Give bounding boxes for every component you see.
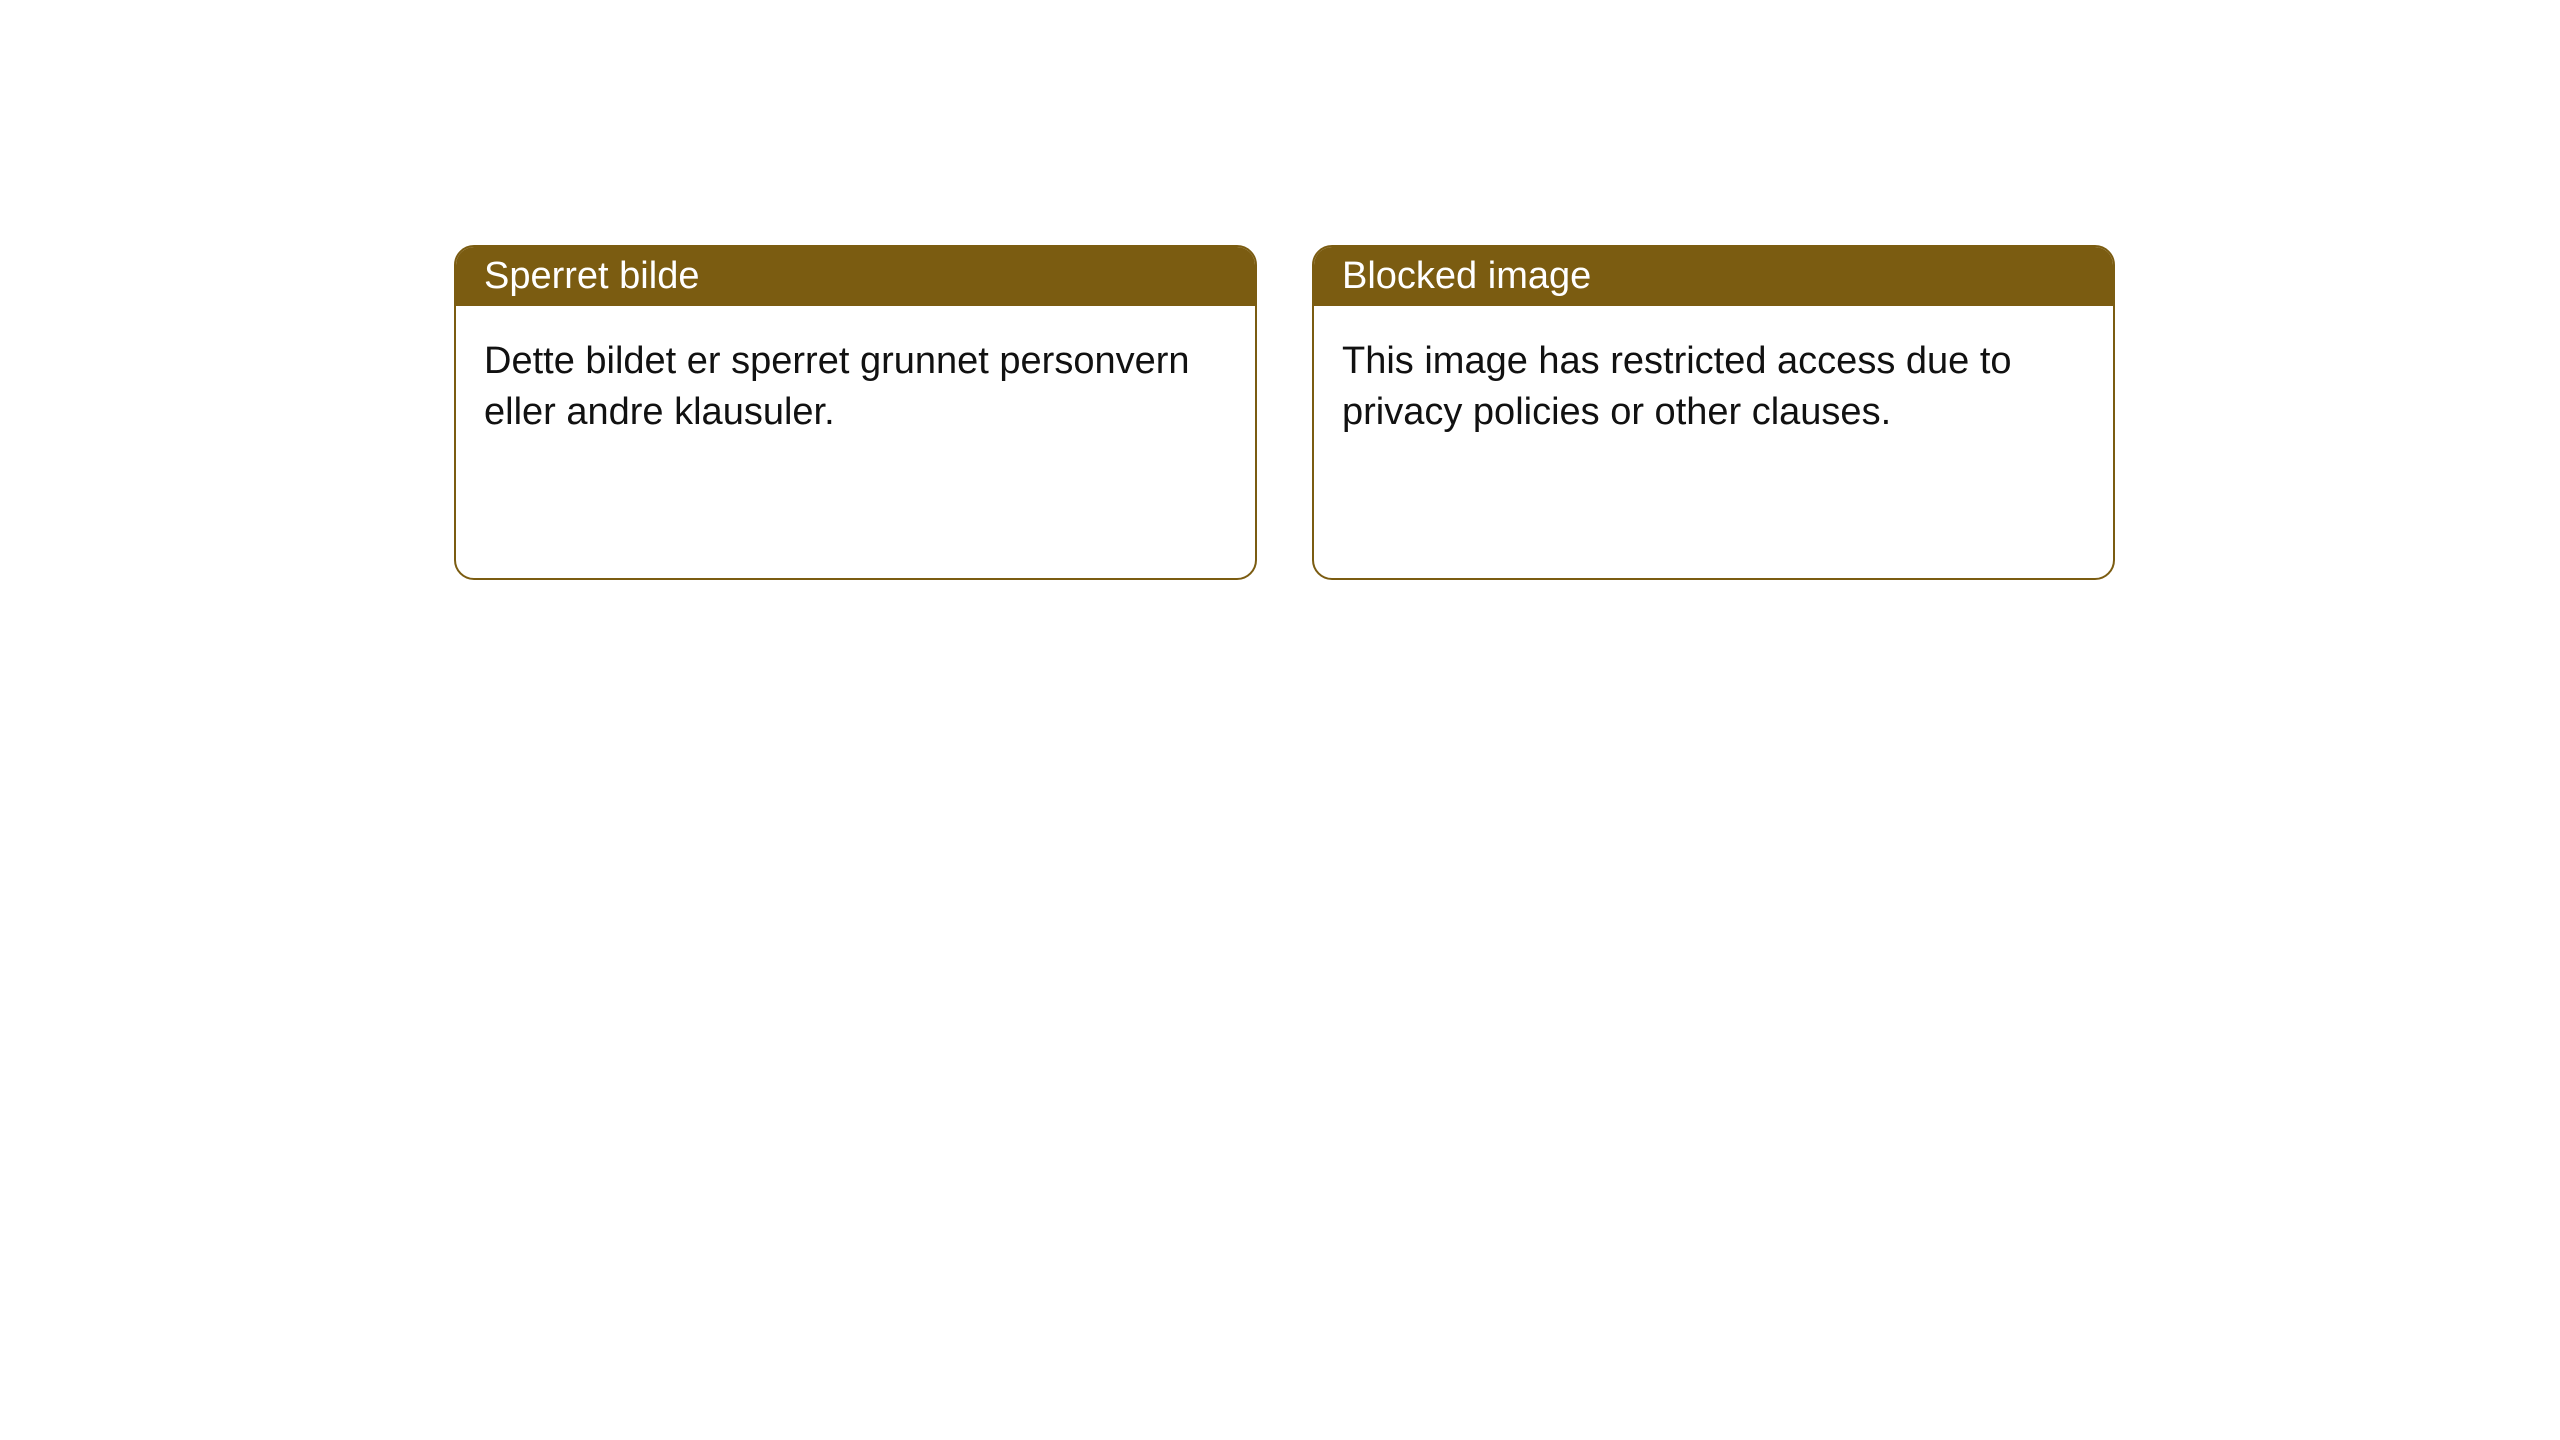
notice-card-body: Dette bildet er sperret grunnet personve… (456, 306, 1255, 469)
notice-cards-container: Sperret bilde Dette bildet er sperret gr… (454, 245, 2560, 580)
notice-card-title: Blocked image (1314, 247, 2113, 306)
notice-card-english: Blocked image This image has restricted … (1312, 245, 2115, 580)
notice-card-body: This image has restricted access due to … (1314, 306, 2113, 469)
notice-card-norwegian: Sperret bilde Dette bildet er sperret gr… (454, 245, 1257, 580)
notice-card-title: Sperret bilde (456, 247, 1255, 306)
